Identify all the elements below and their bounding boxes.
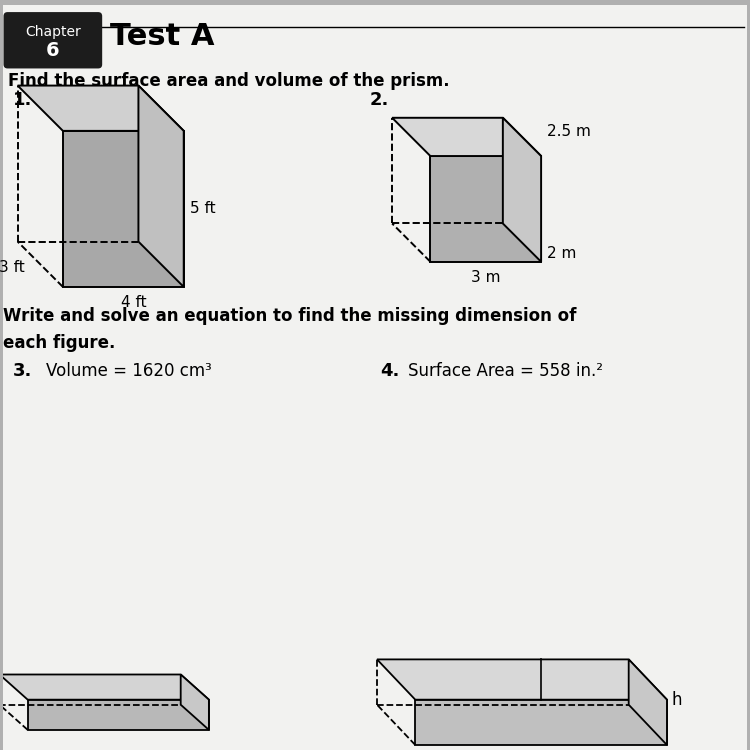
Text: 5 ft: 5 ft [190, 202, 215, 217]
Polygon shape [181, 674, 209, 730]
Text: 2.: 2. [370, 91, 389, 109]
Text: Write and solve an equation to find the missing dimension of: Write and solve an equation to find the … [2, 307, 576, 325]
Polygon shape [430, 156, 541, 262]
Text: each figure.: each figure. [2, 334, 115, 352]
Text: h: h [672, 691, 682, 709]
Text: Find the surface area and volume of the prism.: Find the surface area and volume of the … [8, 73, 449, 91]
Polygon shape [63, 130, 184, 287]
Text: 4 ft: 4 ft [121, 295, 146, 310]
Text: 1.: 1. [13, 91, 32, 109]
Polygon shape [392, 118, 541, 156]
Text: 2 m: 2 m [548, 246, 577, 261]
Text: 6: 6 [46, 40, 60, 60]
Text: 3 m: 3 m [471, 270, 500, 285]
Text: Test A: Test A [110, 22, 214, 51]
Polygon shape [17, 86, 184, 130]
Polygon shape [628, 659, 667, 745]
Text: 3 ft: 3 ft [0, 260, 25, 274]
Polygon shape [139, 86, 184, 287]
Text: 2.5 m: 2.5 m [548, 124, 591, 140]
Text: Chapter: Chapter [25, 26, 81, 39]
FancyBboxPatch shape [2, 5, 748, 750]
Text: Surface Area = 558 in.²: Surface Area = 558 in.² [408, 362, 603, 380]
Text: Volume = 1620 cm³: Volume = 1620 cm³ [46, 362, 211, 380]
Text: Name: Name [10, 15, 63, 33]
Polygon shape [0, 674, 209, 700]
FancyBboxPatch shape [4, 12, 102, 68]
Polygon shape [416, 700, 667, 745]
Polygon shape [28, 700, 209, 730]
Text: 3.: 3. [13, 362, 32, 380]
Polygon shape [503, 118, 541, 262]
Polygon shape [377, 659, 667, 700]
Text: 4.: 4. [380, 362, 400, 380]
